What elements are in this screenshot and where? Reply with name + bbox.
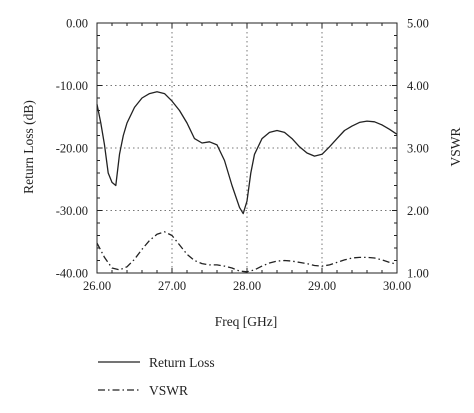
x-tick-label: 29.00 (308, 279, 336, 293)
grid (97, 23, 397, 273)
y2-tick-label: 3.00 (407, 142, 429, 156)
legend: Return Loss VSWR (98, 355, 215, 398)
x-tick-label: 26.00 (83, 279, 111, 293)
y2-axis-title: VSWR (448, 127, 463, 166)
y-tick-label: -10.00 (56, 79, 88, 93)
y-tick-label: -40.00 (56, 267, 88, 281)
x-tick-label: 28.00 (233, 279, 261, 293)
y-axis-title: Return Loss (dB) (21, 100, 36, 194)
series-line-return-loss (96, 91, 398, 215)
tick-labels: 26.00 27.00 28.00 29.00 30.00 0.00 -10.00 -20.0… (56, 17, 429, 294)
x-tick-label: 30.00 (383, 279, 411, 293)
y2-tick-label: 5.00 (407, 17, 429, 31)
legend-label-vswr: VSWR (149, 383, 188, 398)
y-tick-label: -30.00 (56, 204, 88, 218)
y2-tick-label: 2.00 (407, 204, 429, 218)
y2-tick-label: 4.00 (407, 79, 429, 93)
x-tick-label: 27.00 (158, 279, 186, 293)
y2-tick-label: 1.00 (407, 267, 429, 281)
y-tick-label: -20.00 (56, 142, 88, 156)
series-line-vswr (96, 231, 398, 273)
legend-label-return-loss: Return Loss (149, 355, 215, 370)
y-tick-label: 0.00 (66, 17, 88, 31)
x-axis-title: Freq [GHz] (215, 314, 278, 329)
tick-marks (96, 22, 398, 274)
